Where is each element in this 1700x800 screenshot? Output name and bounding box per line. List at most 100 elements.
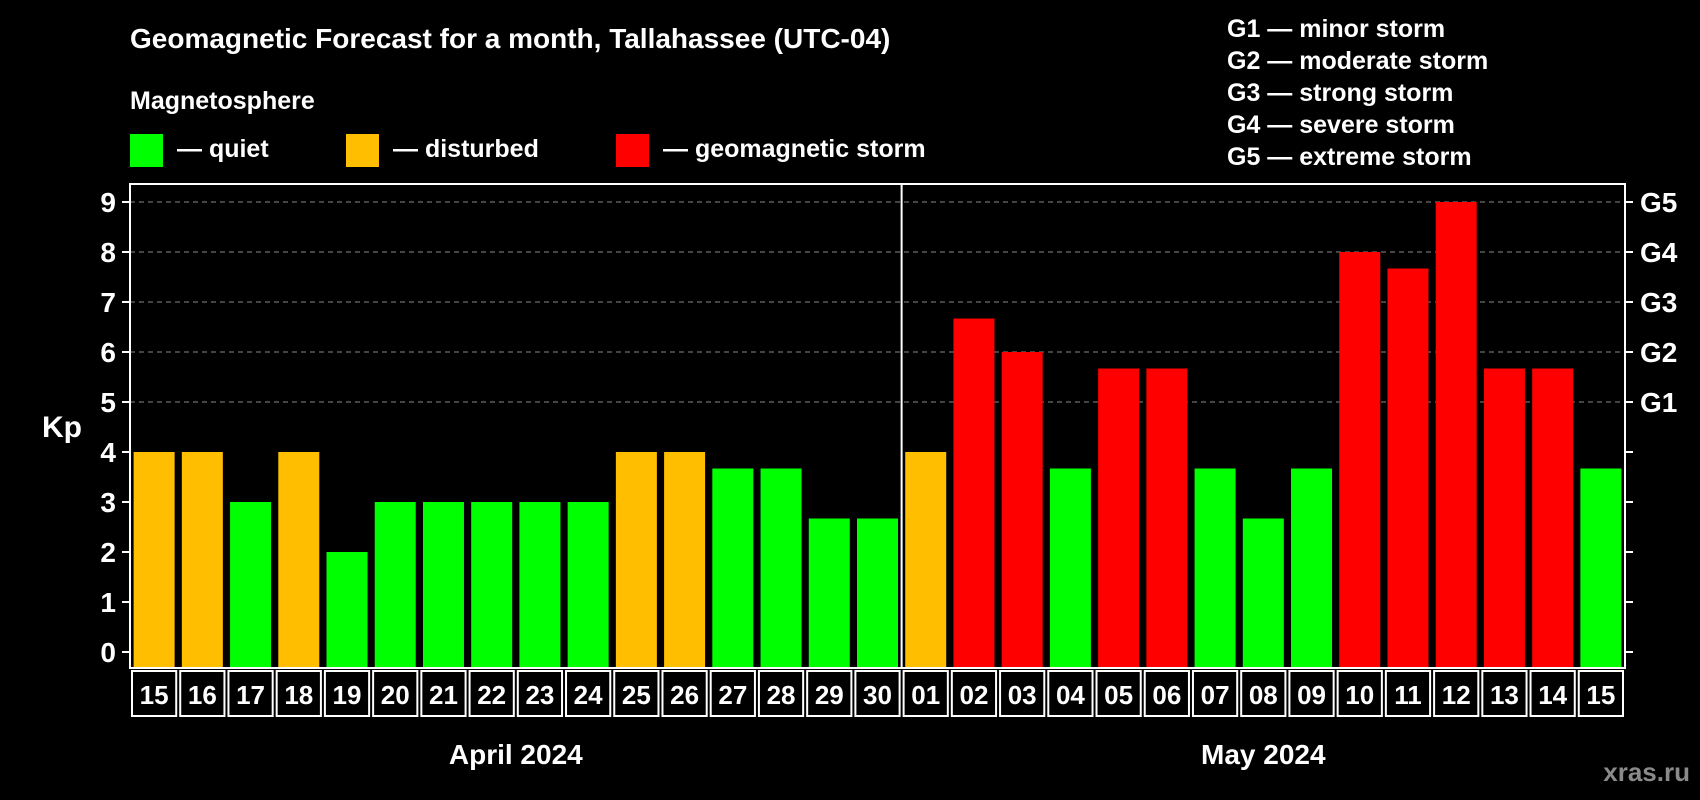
day-label-12: 27 [718,680,747,710]
right-tick-label-G2: G2 [1640,337,1677,368]
legend-label-1: — disturbed [393,135,539,163]
day-cell-19 [1047,670,1094,717]
day-label-23: 08 [1249,680,1278,710]
day-label-30: 15 [1586,680,1615,710]
bar-12 [712,468,754,668]
storm-scale-item-2: G2 — moderate storm [1227,47,1488,75]
day-label-22: 07 [1201,680,1230,710]
day-label-8: 23 [525,680,554,710]
day-cell-18 [999,670,1046,717]
day-cell-12 [709,670,756,717]
legend-swatch-0 [130,134,163,167]
bar-13 [760,468,802,668]
legend-label-2: — geomagnetic storm [663,135,926,163]
bar-7 [471,502,513,668]
y-tick-label-4: 4 [100,437,116,468]
bar-22 [1194,468,1236,668]
day-cell-15 [854,670,901,717]
day-cell-1 [179,670,226,717]
day-label-13: 28 [767,680,796,710]
legend-heading: Magnetosphere [130,87,315,115]
bar-30 [1580,468,1622,668]
bar-28 [1483,368,1525,668]
bar-10 [615,452,657,668]
bar-11 [664,452,706,668]
day-label-18: 03 [1008,680,1037,710]
y-tick-label-0: 0 [100,637,116,668]
bar-25 [1339,252,1381,668]
day-cell-7 [468,670,515,717]
day-cell-20 [1095,670,1142,717]
day-label-26: 11 [1394,680,1422,710]
bar-17 [953,318,995,668]
day-cell-6 [420,670,467,717]
day-label-20: 05 [1104,680,1133,710]
day-label-24: 09 [1297,680,1326,710]
bar-5 [374,502,416,668]
y-tick-label-8: 8 [100,237,116,268]
day-label-0: 15 [140,680,169,710]
legend-label-0: — quiet [177,135,269,163]
day-cell-27 [1433,670,1480,717]
bar-1 [181,452,223,668]
legend: — quiet — disturbed — geomagnetic storm [130,134,926,167]
day-label-14: 29 [815,680,844,710]
bar-3 [278,452,320,668]
day-cell-17 [950,670,998,717]
day-cell-26 [1384,670,1432,717]
storm-scale-item-3: G3 — strong storm [1227,79,1453,107]
day-label-2: 17 [236,680,265,710]
y-tick-label-9: 9 [100,187,116,218]
bar-24 [1291,468,1333,668]
day-cell-0 [131,670,178,717]
day-cell-14 [806,670,853,717]
storm-scale-legend: G1 — minor storm G2 — moderate storm G3 — … [1227,15,1488,171]
day-cell-5 [372,670,419,717]
day-cell-10 [613,670,660,717]
day-cell-11 [661,670,708,717]
day-label-15: 30 [863,680,892,710]
day-label-3: 18 [284,680,313,710]
day-cell-28 [1481,670,1528,717]
day-label-17: 02 [959,680,988,710]
day-label-4: 19 [333,680,362,710]
day-cell-4 [323,670,371,717]
y-tick-label-1: 1 [100,587,116,618]
day-cell-29 [1529,670,1576,717]
day-cell-3 [275,670,322,717]
day-cell-22 [1191,670,1239,717]
bar-20 [1098,368,1140,668]
bar-27 [1435,202,1477,668]
bar-21 [1146,368,1188,668]
day-cell-21 [1143,670,1190,717]
y-tick-label-5: 5 [100,387,116,418]
day-label-21: 06 [1152,680,1181,710]
y-tick-label-2: 2 [100,537,116,568]
legend-swatch-1 [346,134,379,167]
storm-scale-item-1: G1 — minor storm [1227,15,1445,43]
y-axis-label: Kp [42,411,82,444]
right-tick-label-G3: G3 [1640,287,1677,318]
watermark: xras.ru [1603,757,1690,787]
bar-29 [1532,368,1574,668]
day-cell-30 [1577,670,1624,717]
y-tick-label-6: 6 [100,337,116,368]
bar-8 [519,502,561,668]
legend-swatch-2 [616,134,649,167]
bar-14 [808,518,850,668]
month-label-0: April 2024 [449,739,583,770]
day-cell-16 [902,670,949,717]
day-cell-24 [1288,670,1335,717]
day-label-25: 10 [1345,680,1374,710]
bar-6 [422,502,464,668]
day-label-27: 12 [1442,680,1471,710]
day-cell-13 [757,670,805,717]
day-label-11: 26 [670,680,699,710]
bar-16 [905,452,947,668]
day-cell-25 [1336,670,1383,717]
day-cell-23 [1240,670,1287,717]
month-label-1: May 2024 [1201,739,1326,770]
bar-2 [230,502,272,668]
